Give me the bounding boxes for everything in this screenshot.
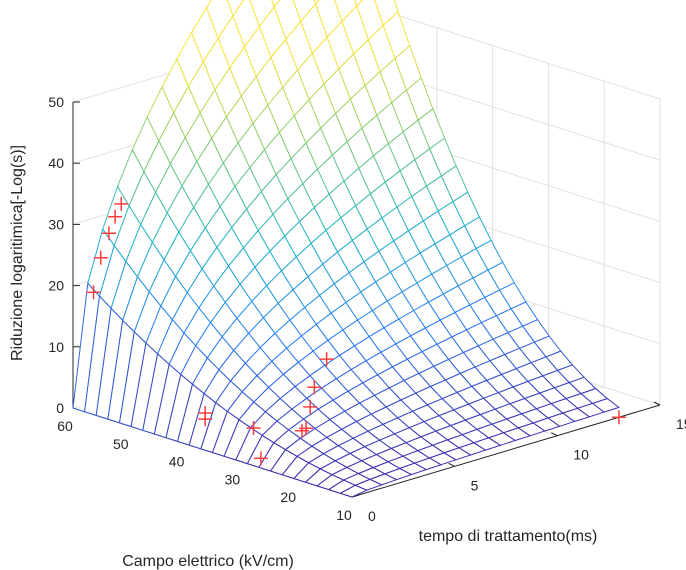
- data-marker: [198, 412, 213, 427]
- x-tick-label: 0: [368, 508, 376, 524]
- data-marker: [246, 420, 261, 435]
- z-tick-label: 30: [48, 216, 64, 232]
- x-tick-label: 5: [471, 477, 479, 493]
- data-marker: [303, 399, 318, 414]
- data-marker: [253, 451, 268, 466]
- data-marker: [93, 250, 108, 265]
- surface-mesh: [72, 0, 620, 498]
- tick-labels: 0 10 20 30 40 50 0 5 10 15 10 20 30 40 50 60: [48, 94, 686, 524]
- x-axis-line: [351, 404, 661, 498]
- y-tick-label: 50: [113, 436, 129, 452]
- data-marker: [108, 209, 123, 224]
- data-marker: [611, 410, 626, 425]
- x-tick-mark: [551, 432, 558, 437]
- y-tick-label: 10: [336, 507, 352, 523]
- data-marker: [319, 352, 334, 367]
- y-tick-label: 40: [169, 454, 185, 470]
- grid-line-side-z: [380, 70, 661, 161]
- data-marker: [299, 421, 314, 436]
- y-axis-label: Campo elettrico (kV/cm): [122, 553, 294, 570]
- grid-line-side-z: [380, 9, 661, 100]
- z-tick-label: 50: [48, 94, 64, 110]
- data-markers: [86, 196, 626, 466]
- data-marker: [307, 380, 322, 395]
- z-tick-label: 0: [56, 400, 64, 416]
- y-tick-label: 20: [280, 489, 296, 505]
- x-tick-label: 10: [573, 447, 589, 463]
- data-marker: [86, 285, 101, 300]
- x-tick-mark: [448, 462, 455, 467]
- x-axis-label: tempo di trattamento(ms): [419, 528, 598, 545]
- z-tick-label: 40: [48, 155, 64, 171]
- surface-cell: [339, 484, 369, 498]
- y-tick-label: 60: [57, 418, 73, 434]
- z-tick-label: 10: [48, 339, 64, 355]
- x-tick-mark: [653, 401, 661, 406]
- y-tick-label: 30: [225, 471, 241, 487]
- z-tick-label: 20: [48, 278, 64, 294]
- data-marker: [114, 196, 129, 211]
- x-tick-label: 15: [676, 416, 686, 432]
- data-marker: [101, 226, 116, 241]
- z-axis-label: Riduzione logaritimica[-Log(s)]: [9, 145, 26, 361]
